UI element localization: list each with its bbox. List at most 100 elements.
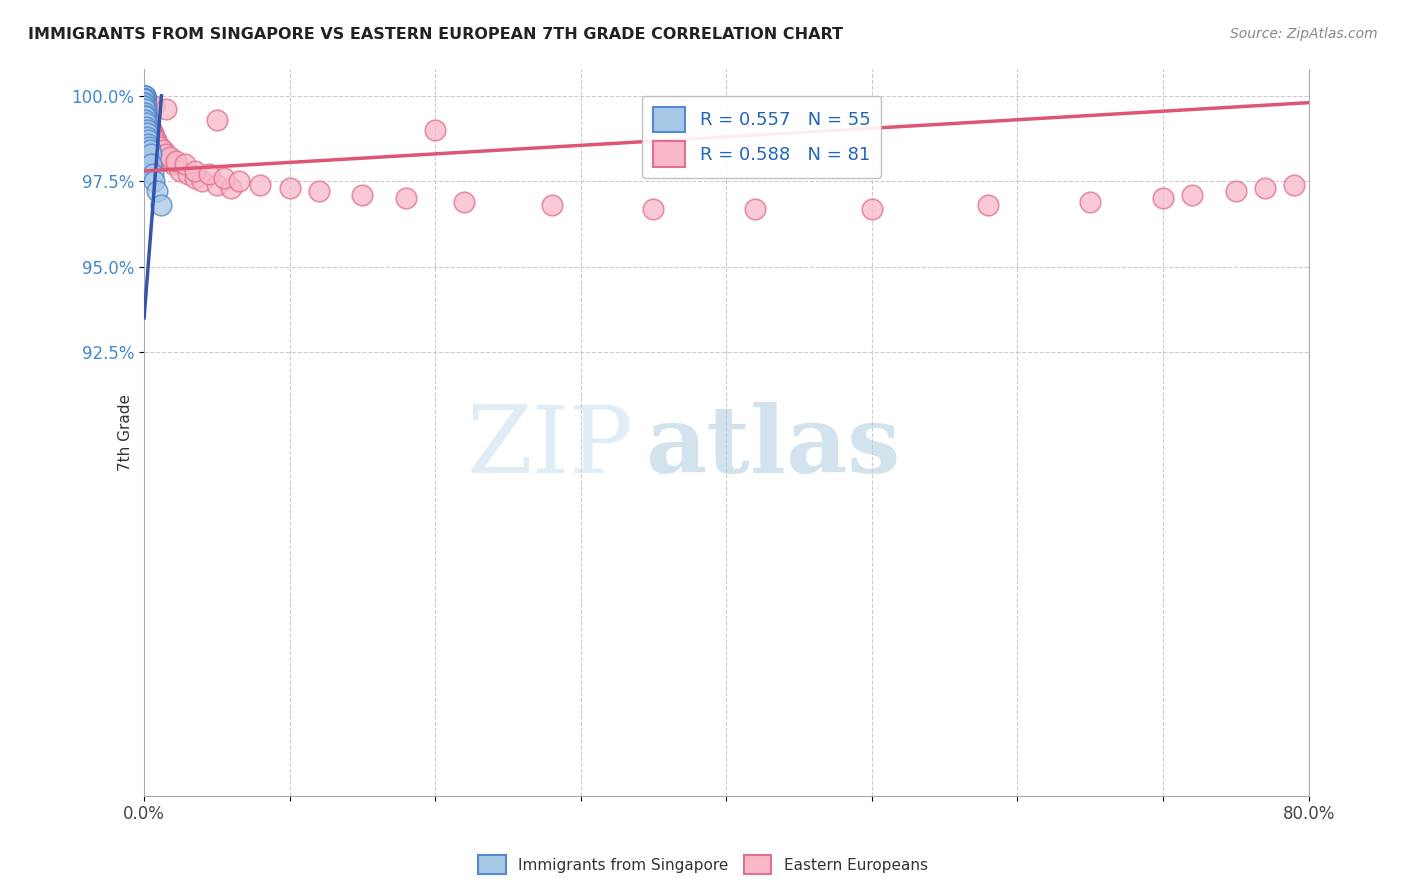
Point — [155, 103, 177, 117]
Point — [1282, 178, 1305, 192]
Point — [141, 127, 163, 141]
Point — [176, 167, 198, 181]
Point — [135, 103, 157, 117]
Point — [1181, 187, 1204, 202]
Point — [146, 185, 169, 199]
Point — [136, 112, 159, 127]
Point — [278, 181, 301, 195]
Point — [136, 144, 159, 158]
Text: Source: ZipAtlas.com: Source: ZipAtlas.com — [1230, 27, 1378, 41]
Point — [135, 123, 157, 137]
Point — [135, 106, 157, 120]
Point — [540, 198, 562, 212]
Point — [139, 147, 162, 161]
Point — [142, 129, 165, 144]
Point — [134, 95, 156, 110]
Point — [150, 144, 173, 158]
Point — [134, 92, 156, 106]
Point — [135, 103, 157, 117]
Point — [135, 127, 157, 141]
Point — [134, 88, 156, 103]
Point — [135, 120, 157, 134]
Point — [136, 153, 159, 168]
Point — [134, 95, 156, 110]
Point — [135, 99, 157, 113]
Point — [977, 198, 1000, 212]
Point — [142, 127, 165, 141]
Point — [136, 129, 159, 144]
Point — [134, 92, 156, 106]
Point — [152, 144, 174, 158]
Point — [165, 153, 187, 168]
Point — [134, 109, 156, 123]
Point — [143, 99, 166, 113]
Point — [191, 174, 214, 188]
Point — [146, 136, 169, 151]
Point — [134, 95, 156, 110]
Point — [395, 191, 418, 205]
Point — [162, 157, 184, 171]
Point — [134, 92, 156, 106]
Point — [135, 106, 157, 120]
Point — [134, 92, 156, 106]
Point — [134, 112, 156, 127]
Point — [249, 178, 271, 192]
Point — [134, 95, 156, 110]
Point — [136, 133, 159, 147]
Point — [134, 92, 156, 106]
Point — [860, 202, 883, 216]
Point — [135, 120, 157, 134]
Point — [205, 178, 228, 192]
Point — [138, 140, 160, 154]
Point — [198, 167, 221, 181]
Text: IMMIGRANTS FROM SINGAPORE VS EASTERN EUROPEAN 7TH GRADE CORRELATION CHART: IMMIGRANTS FROM SINGAPORE VS EASTERN EUR… — [28, 27, 844, 42]
Point — [136, 136, 159, 151]
Point — [1254, 181, 1277, 195]
Point — [134, 106, 156, 120]
Point — [143, 174, 166, 188]
Point — [136, 112, 159, 127]
Point — [141, 157, 163, 171]
Point — [135, 112, 157, 127]
Point — [146, 136, 169, 151]
Point — [134, 95, 156, 110]
Legend: Immigrants from Singapore, Eastern Europeans: Immigrants from Singapore, Eastern Europ… — [472, 849, 934, 880]
Point — [308, 185, 330, 199]
Point — [141, 123, 163, 137]
Point — [156, 150, 179, 164]
Point — [139, 144, 162, 158]
Point — [169, 164, 191, 178]
Point — [142, 167, 165, 181]
Point — [744, 202, 766, 216]
Point — [159, 153, 181, 168]
Point — [135, 116, 157, 130]
Point — [136, 147, 159, 161]
Point — [1152, 191, 1174, 205]
Point — [143, 129, 166, 144]
Point — [134, 92, 156, 106]
Point — [132, 92, 155, 106]
Point — [139, 123, 162, 137]
Point — [134, 99, 156, 113]
Point — [134, 99, 156, 113]
Point — [134, 88, 156, 103]
Point — [134, 99, 156, 113]
Point — [135, 123, 157, 137]
Point — [184, 164, 207, 178]
Point — [453, 194, 475, 209]
Point — [139, 120, 162, 134]
Point — [159, 150, 181, 164]
Point — [134, 88, 156, 103]
Point — [135, 127, 157, 141]
Point — [143, 133, 166, 147]
Point — [136, 109, 159, 123]
Point — [138, 116, 160, 130]
Point — [155, 147, 177, 161]
Text: ZIP: ZIP — [467, 401, 633, 491]
Point — [134, 92, 156, 106]
Point — [136, 133, 159, 147]
Point — [153, 147, 176, 161]
Point — [136, 136, 159, 151]
Point — [135, 103, 157, 117]
Point — [138, 120, 160, 134]
